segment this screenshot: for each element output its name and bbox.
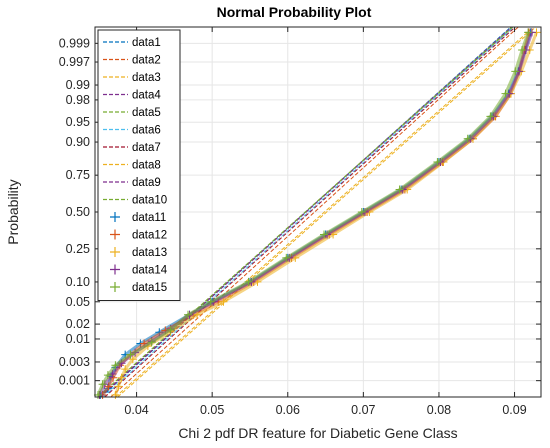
data15-marker	[320, 230, 328, 239]
x-tick-label: 0.06	[276, 403, 300, 417]
data10-legend-label: data10	[132, 195, 167, 207]
y-tick-label: 0.98	[66, 93, 90, 107]
data15-legend-label: data15	[132, 282, 167, 294]
data13-marker	[219, 297, 228, 306]
data15-marker	[282, 253, 291, 262]
data15-marker	[395, 185, 404, 194]
data15-marker	[98, 380, 107, 389]
data13-marker	[117, 373, 126, 382]
y-tick-label: 0.999	[59, 36, 90, 50]
data14-legend-swatch	[110, 264, 120, 275]
x-tick-label: 0.04	[124, 403, 148, 417]
data2-legend-label: data2	[132, 55, 161, 67]
data15-marker	[206, 297, 215, 306]
x-tick-label: 0.09	[502, 403, 526, 417]
x-tick-label: 0.07	[351, 403, 375, 417]
data13-legend-swatch	[110, 247, 120, 257]
data15-marker	[511, 67, 520, 76]
data13-marker	[121, 365, 130, 374]
data5-legend-label: data5	[132, 107, 161, 119]
y-tick-label: 0.90	[66, 135, 90, 149]
data15-marker	[103, 371, 112, 380]
data7-reference-line	[104, 26, 516, 398]
data4-legend-label: data4	[132, 90, 161, 102]
y-tick-label: 0.10	[66, 275, 90, 289]
data15-marker	[486, 112, 495, 121]
data9-reference-line	[99, 26, 513, 398]
data12-legend-label: data12	[132, 230, 167, 242]
data13-marker	[111, 391, 120, 399]
data15-marker	[433, 158, 442, 166]
x-axis-label: Chi 2 pdf DR feature for Diabetic Gene C…	[178, 425, 457, 441]
y-tick-label: 0.25	[66, 242, 90, 256]
y-tick-label: 0.95	[66, 115, 90, 129]
data11-legend-label: data11	[132, 212, 166, 224]
y-tick-label: 0.99	[66, 78, 90, 92]
data1-legend-label: data1	[132, 37, 161, 49]
chart-title: Normal Probability Plot	[217, 4, 372, 20]
data13-marker	[114, 382, 123, 391]
y-tick-label: 0.02	[66, 317, 90, 331]
data15-series	[94, 28, 533, 399]
y-tick-label: 0.997	[59, 55, 90, 69]
data15-marker	[463, 134, 472, 143]
data15-marker	[244, 277, 253, 286]
data7-legend-label: data7	[132, 142, 161, 154]
x-tick-label: 0.05	[200, 403, 224, 417]
y-axis-ticks: 0.001 0.003 0.010.02 0.05 0.10 0.25 0.50 0.75 0.…	[59, 36, 541, 388]
y-tick-label: 0.05	[66, 295, 90, 309]
y-axis-label: Probability	[5, 179, 21, 244]
data3-legend-label: data3	[132, 72, 161, 84]
data12-legend-swatch	[110, 229, 120, 240]
data15-marker	[111, 361, 120, 370]
x-axis-ticks: 0.04 0.05 0.06 0.07 0.08 0.09	[124, 27, 527, 417]
data13-marker	[128, 355, 137, 364]
data2-reference-line	[110, 26, 519, 398]
data8-reference-line	[115, 26, 534, 398]
data15-marker	[524, 28, 533, 37]
y-tick-label: 0.003	[59, 355, 90, 369]
x-tick-label: 0.08	[427, 403, 451, 417]
y-tick-label: 0.01	[66, 332, 90, 346]
data15-legend-swatch	[110, 282, 120, 292]
data15-marker	[518, 46, 527, 54]
data11-legend-swatch	[110, 212, 120, 222]
data14-legend-label: data14	[132, 265, 168, 277]
legend: data1 data2 data3 data4 data5 data6 data7 data8…	[97, 29, 181, 301]
data8-legend-label: data8	[132, 160, 161, 172]
data15-marker	[501, 89, 510, 98]
data15-marker	[126, 350, 135, 359]
data13-legend-label: data13	[132, 247, 167, 259]
data15-marker	[147, 338, 156, 347]
sample-markers	[94, 28, 541, 399]
y-tick-label: 0.50	[66, 205, 90, 219]
data6-legend-label: data6	[132, 125, 161, 137]
legend-box	[97, 29, 181, 301]
data6-reference-line	[102, 26, 515, 398]
data15-marker	[357, 208, 366, 216]
data15-marker	[166, 325, 175, 334]
data3-reference-line	[117, 26, 537, 398]
reference-lines	[97, 26, 537, 398]
y-tick-label: 0.75	[66, 168, 90, 182]
data9-legend-label: data9	[132, 177, 161, 189]
y-tick-label: 0.001	[59, 374, 90, 388]
data15-marker	[184, 310, 192, 319]
